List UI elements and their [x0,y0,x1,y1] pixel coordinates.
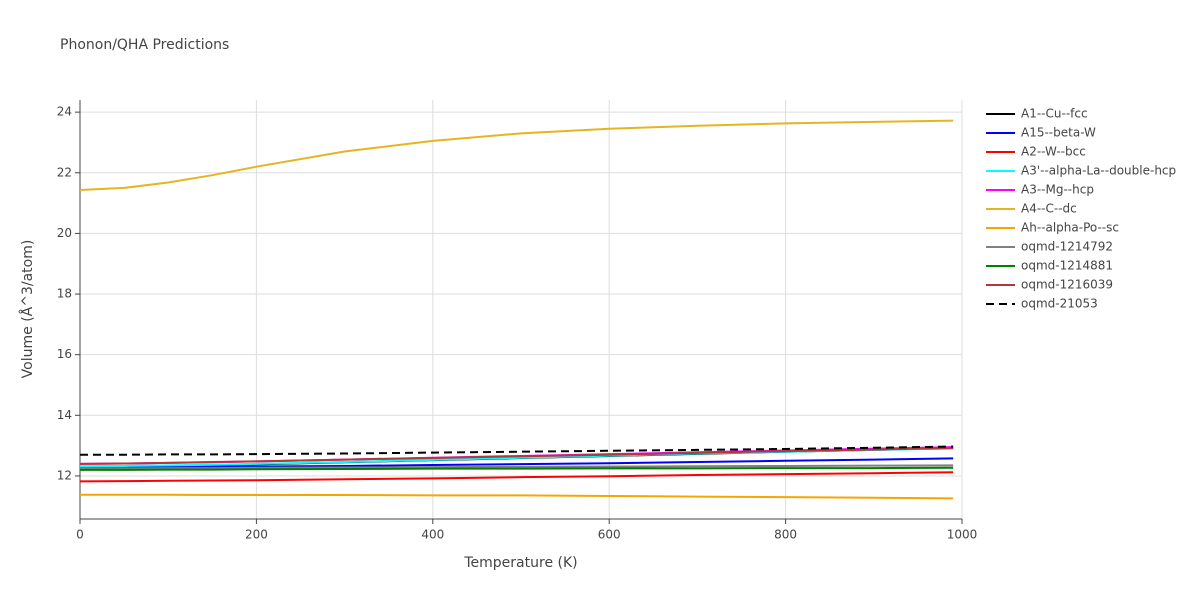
line-series [80,493,954,500]
y-tick-label: 18 [57,287,72,301]
x-axis-title: Temperature (K) [463,555,577,571]
legend-label: A1--Cu--fcc [1021,107,1088,121]
y-tick-label: 20 [57,226,72,240]
y-tick-label: 16 [57,347,72,361]
line-series [79,447,954,465]
legend-label: Ah--alpha-Po--sc [1021,221,1119,235]
line-series [79,119,954,192]
legend-label: A3--Mg--hcp [1021,183,1094,197]
x-tick-label: 0 [76,528,84,542]
y-tick-label: 24 [57,105,72,119]
chart-title: Phonon/QHA Predictions [60,37,229,53]
line-series [80,464,954,470]
y-tick-label: 22 [57,165,72,179]
legend-label: A4--C--dc [1021,202,1077,216]
x-tick-label: 400 [421,528,444,542]
x-tick-label: 1000 [947,528,978,542]
legend-label: A2--W--bcc [1021,145,1086,159]
line-series [80,445,954,456]
line-series [80,466,954,471]
legend-label: A3'--alpha-La--double-hcp [1021,164,1176,178]
y-tick-label: 12 [57,468,72,482]
y-tick-label: 14 [57,408,72,422]
legend-label: oqmd-21053 [1021,297,1098,311]
y-axis-title: Volume (Å^3/atom) [19,240,36,379]
x-tick-label: 800 [774,528,797,542]
line-series [79,471,954,483]
legend-label: oqmd-1214792 [1021,240,1113,254]
legend-label: A15--beta-W [1021,126,1096,140]
legend-label: oqmd-1216039 [1021,278,1113,292]
legend-label: oqmd-1214881 [1021,259,1113,273]
x-tick-label: 200 [245,528,268,542]
x-tick-label: 600 [598,528,621,542]
